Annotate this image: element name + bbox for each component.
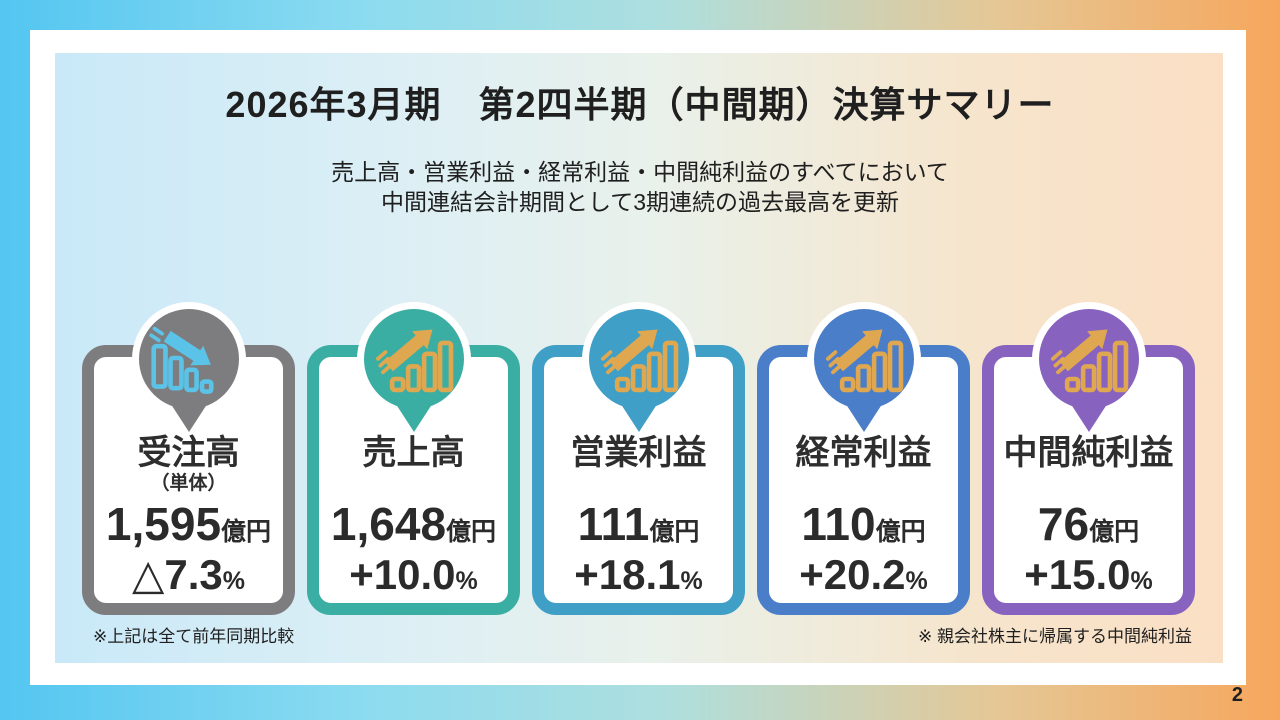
metric-label: 経常利益 (795, 434, 932, 472)
metric-label: 受注高 (137, 434, 240, 472)
declining-bar-chart-arrow-icon (131, 302, 246, 440)
metric-value-number: 76 (1037, 498, 1090, 550)
metric-value-number: 1,595 (105, 498, 222, 550)
metric-change: +15.0% (994, 551, 1183, 599)
metric-card-operating-profit: 営業利益 111億円 +18.1% (532, 302, 745, 615)
metric-change-unit: % (905, 567, 928, 595)
metric-value-number: 111 (577, 498, 650, 550)
metric-label: 営業利益 (570, 434, 707, 472)
page-number: 2 (1231, 684, 1243, 706)
metric-value-unit: 億円 (221, 518, 272, 546)
rising-bar-chart-arrow-icon (806, 302, 921, 440)
metric-cards-row: 受注高 （単体） 1,595億円 △7.3% 売上高 1,648億円 +10.0… (82, 302, 1195, 615)
metric-sublabel: （単体） (150, 473, 227, 494)
metric-change-unit: % (222, 567, 245, 595)
metric-change: △7.3% (94, 551, 283, 599)
metric-value-unit: 億円 (446, 518, 497, 546)
subtitle-line-2: 中間連結会計期間として3期連続の過去最高を更新 (380, 189, 900, 215)
metric-change-number: +20.2 (799, 551, 906, 598)
metric-card-interim-net-profit: 中間純利益 76億円 +15.0% (982, 302, 1195, 615)
metric-value: 1,648億円 (319, 501, 508, 547)
metric-value-unit: 億円 (649, 518, 700, 546)
footnote-right: ※ 親会社株主に帰属する中間純利益 (918, 627, 1192, 646)
metric-change: +10.0% (319, 551, 508, 599)
rising-bar-chart-arrow-icon (581, 302, 696, 440)
metric-label: 中間純利益 (1003, 434, 1174, 472)
metric-change-number: △7.3 (132, 551, 223, 598)
metric-card-sales: 売上高 1,648億円 +10.0% (307, 302, 520, 615)
metric-value-number: 110 (801, 498, 876, 550)
metric-change-number: +15.0 (1024, 551, 1131, 598)
metric-card-ordinary-profit: 経常利益 110億円 +20.2% (757, 302, 970, 615)
metric-value: 110億円 (769, 501, 958, 547)
footnote-left: ※上記は全て前年同期比較 (93, 627, 295, 646)
metric-change-number: +10.0 (349, 551, 456, 598)
metric-change: +20.2% (769, 551, 958, 599)
metric-value-number: 1,648 (330, 498, 447, 550)
rising-bar-chart-arrow-icon (356, 302, 471, 440)
metric-change-number: +18.1 (574, 551, 681, 598)
metric-change-unit: % (680, 567, 703, 595)
metric-value: 76億円 (994, 501, 1183, 547)
rising-bar-chart-arrow-icon (1031, 302, 1146, 440)
metric-change-unit: % (1130, 567, 1153, 595)
metric-value: 1,595億円 (94, 501, 283, 547)
metric-label: 売上高 (362, 434, 465, 472)
page-title: 2026年3月期 第2四半期（中間期）決算サマリー (225, 84, 1055, 125)
metric-value: 111億円 (544, 501, 733, 547)
subtitle-line-1: 売上高・営業利益・経常利益・中間純利益のすべてにおいて (331, 159, 949, 185)
metric-change: +18.1% (544, 551, 733, 599)
metric-card-orders: 受注高 （単体） 1,595億円 △7.3% (82, 302, 295, 615)
metric-value-unit: 億円 (1089, 518, 1140, 546)
metric-value-unit: 億円 (875, 518, 926, 546)
metric-change-unit: % (455, 567, 478, 595)
